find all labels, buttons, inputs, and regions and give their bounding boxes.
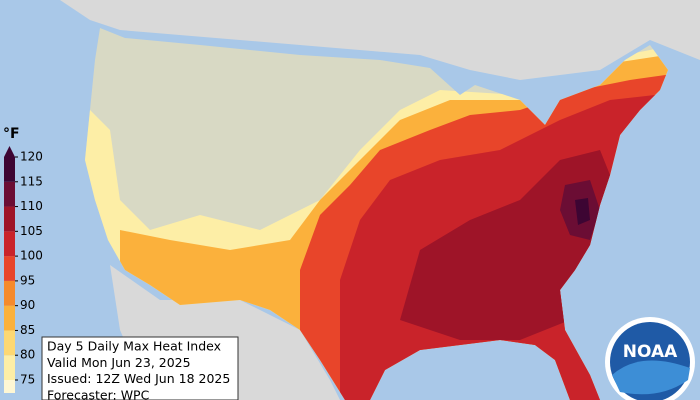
info-box (41, 336, 239, 400)
legend-band (4, 157, 15, 182)
legend-band (4, 206, 15, 232)
legend-band (4, 305, 15, 331)
info-line: Valid Mon Jun 23, 2025 (47, 355, 191, 370)
logo-text: NOAA (623, 342, 678, 362)
legend-band (4, 181, 15, 207)
legend: °F 75 80 85 90 95 100 105 110 115 120 (3, 126, 43, 393)
legend-tick-label: 75 (20, 373, 35, 387)
legend-unit: °F (3, 126, 20, 142)
legend-tick-label: 110 (20, 199, 43, 213)
legend-band (4, 330, 15, 356)
legend-band (4, 231, 15, 257)
legend-tick-label: 100 (20, 249, 43, 263)
legend-band (4, 280, 15, 306)
legend-cap (4, 146, 15, 157)
legend-tick-label: 90 (20, 298, 35, 312)
legend-band (4, 256, 15, 281)
canada (0, 0, 700, 80)
info-line: Day 5 Daily Max Heat Index (47, 339, 221, 354)
legend-band (4, 355, 15, 380)
legend-tick-label: 115 (20, 174, 43, 188)
logo-wave (612, 360, 690, 395)
legend-tick-label: 105 (20, 224, 43, 238)
legend-tick-label: 120 (20, 150, 43, 164)
legend-tick-label: 95 (20, 273, 35, 287)
legend-tick-label: 80 (20, 348, 35, 362)
legend-tick-label: 85 (20, 323, 35, 337)
legend-band-low (4, 380, 15, 393)
info-line: Forecaster: WPC (47, 387, 150, 400)
info-line: Issued: 12Z Wed Jun 18 2025 (47, 371, 230, 386)
